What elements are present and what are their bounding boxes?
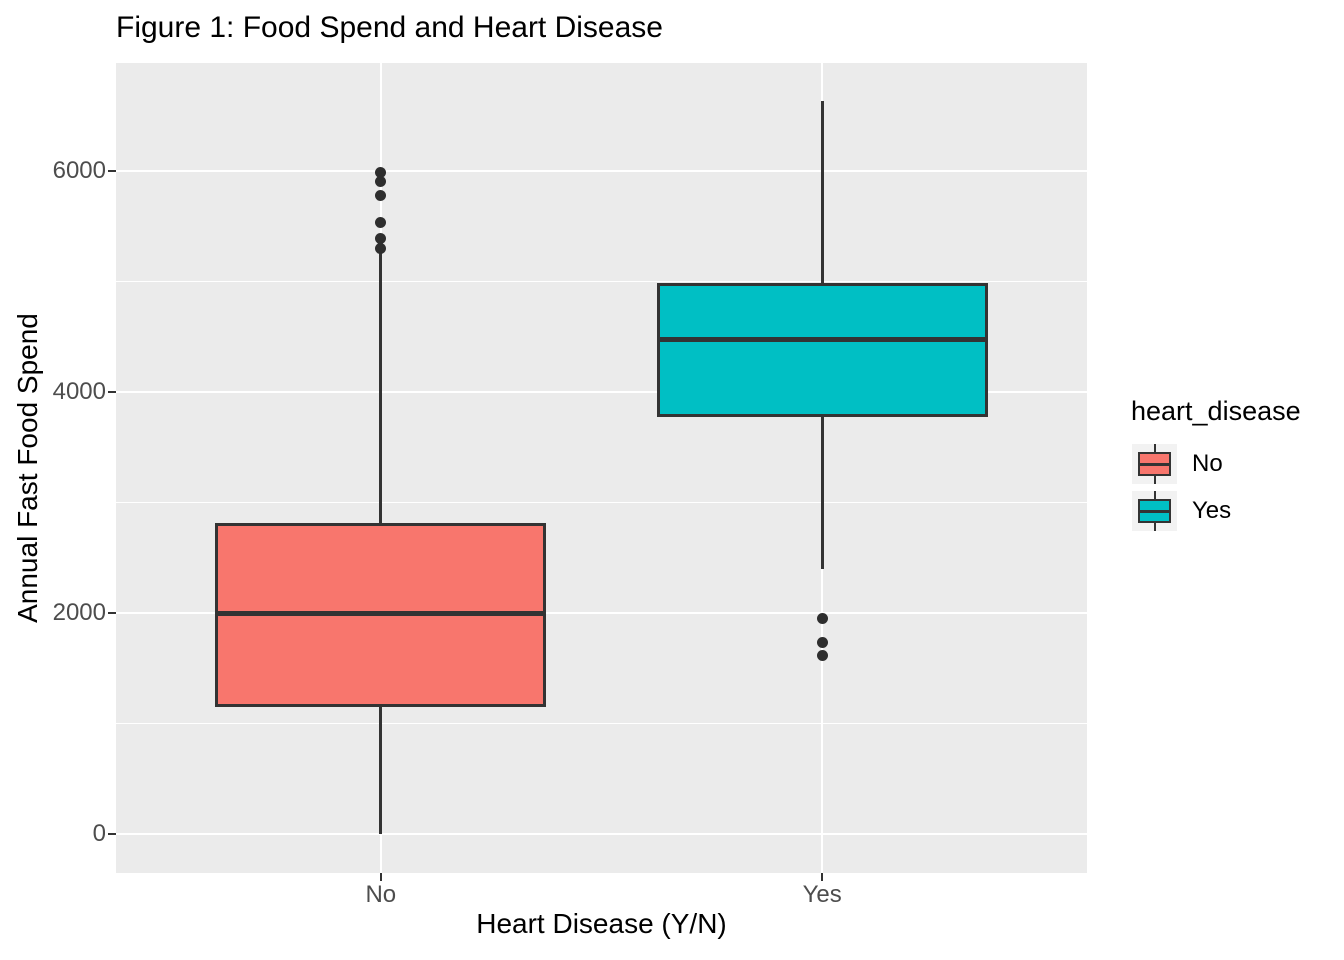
x-tick-mark xyxy=(821,873,824,881)
legend-title: heart_disease xyxy=(1131,396,1301,426)
outlier-dot xyxy=(375,190,387,202)
legend-entries: No Yes xyxy=(1131,444,1301,531)
median-yes xyxy=(656,336,988,342)
minor-gridline xyxy=(116,723,1087,725)
major-gridline xyxy=(116,833,1087,836)
x-tick-label: No xyxy=(365,881,397,908)
outlier-dot xyxy=(375,233,387,245)
legend: heart_disease No Yes xyxy=(1131,396,1301,538)
outlier-dot xyxy=(816,613,828,625)
y-tick-label: 0 xyxy=(92,820,106,848)
x-tick-mark xyxy=(379,873,382,881)
x-axis-title: Heart Disease (Y/N) xyxy=(476,908,727,939)
legend-key-boxplot-icon xyxy=(1132,491,1177,531)
box-yes xyxy=(656,282,988,417)
y-axis-title: Annual Fast Food Spend xyxy=(12,313,43,623)
legend-label: No xyxy=(1192,450,1223,477)
chart-title: Figure 1: Food Spend and Heart Disease xyxy=(116,11,663,44)
minor-gridline xyxy=(116,281,1087,283)
major-gridline xyxy=(116,170,1087,173)
minor-gridline xyxy=(116,502,1087,504)
major-gridline xyxy=(116,612,1087,615)
outlier-dot xyxy=(816,636,828,648)
legend-key-median xyxy=(1138,510,1171,513)
outlier-dot xyxy=(375,166,387,178)
legend-key-boxplot-icon xyxy=(1132,444,1177,484)
y-tick-label: 4000 xyxy=(52,378,106,406)
legend-label: Yes xyxy=(1192,497,1232,524)
x-tick-label: Yes xyxy=(802,881,842,908)
plot-panel xyxy=(116,63,1087,873)
major-gridline xyxy=(116,391,1087,394)
median-no xyxy=(215,610,547,616)
y-tick-mark xyxy=(108,833,116,836)
outlier-dot xyxy=(375,243,387,255)
y-tick-mark xyxy=(108,612,116,615)
outlier-dot xyxy=(816,649,828,661)
outlier-dot xyxy=(375,216,387,228)
legend-entry-no: No xyxy=(1131,444,1301,484)
y-tick-mark xyxy=(108,170,116,173)
y-tick-label: 6000 xyxy=(52,157,106,185)
y-tick-label: 2000 xyxy=(52,599,106,627)
legend-key-median xyxy=(1138,463,1171,466)
outlier-dot xyxy=(375,175,387,187)
y-tick-mark xyxy=(108,391,116,394)
legend-entry-yes: Yes xyxy=(1131,491,1301,531)
